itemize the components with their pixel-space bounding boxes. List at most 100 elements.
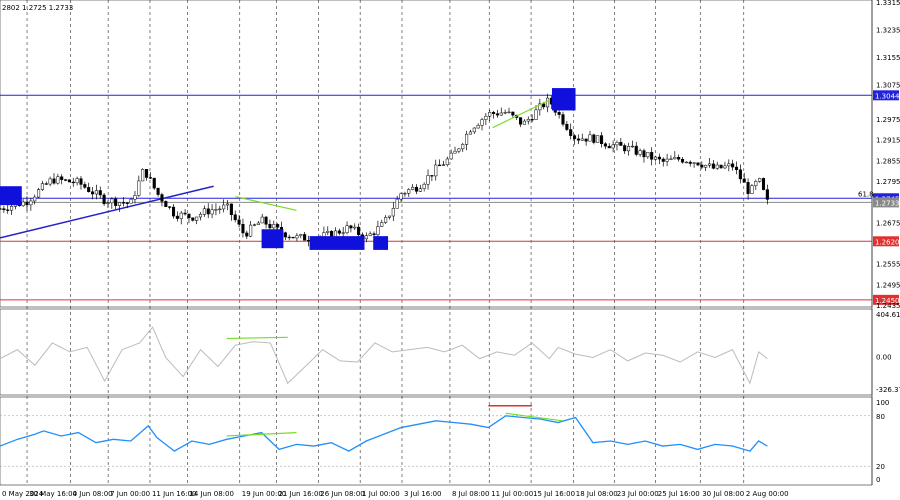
- candle-body: [488, 112, 492, 117]
- candle-body: [704, 164, 708, 168]
- level-badge-resistance: [873, 90, 899, 101]
- rsi-tick-label: 20: [876, 463, 885, 471]
- candle-body: [422, 183, 426, 190]
- candle-body: [596, 135, 600, 143]
- rsi-panel: [0, 396, 873, 486]
- candle-body: [696, 162, 700, 166]
- y-tick-label: 1.3235: [876, 27, 900, 35]
- candle-body: [272, 224, 276, 229]
- candle-body: [653, 156, 658, 160]
- candle-body: [387, 215, 392, 218]
- candle-body: [287, 236, 291, 239]
- candle-body: [40, 183, 44, 190]
- candle-body: [372, 233, 376, 236]
- candle-body: [711, 163, 715, 169]
- candle-body: [426, 175, 430, 185]
- x-tick-label: 30 May 16:00: [29, 490, 77, 498]
- candle-body: [680, 158, 685, 163]
- candle-body: [761, 178, 766, 190]
- candle-body: [21, 201, 25, 207]
- candle-body: [603, 143, 607, 147]
- candle-body: [650, 152, 654, 160]
- candle-body: [364, 235, 368, 240]
- price-panel: [0, 0, 873, 308]
- candle-body: [241, 223, 245, 234]
- candle-body: [168, 206, 172, 208]
- candle-body: [249, 224, 253, 237]
- candle-body: [229, 203, 233, 215]
- candle-body: [0, 208, 2, 210]
- candle-body: [592, 134, 596, 143]
- price-axis-ticks: 1.3315 1.3235 1.3155 1.3075 1.2975 1.2915 1.28…: [876, 0, 900, 310]
- rsi-indicator: 100 80 20 0: [0, 399, 889, 484]
- candle-body: [114, 198, 118, 206]
- cci-panel: [0, 308, 873, 396]
- candle-body: [233, 214, 237, 221]
- price-divergence-line: [235, 195, 297, 211]
- candle-body: [110, 198, 114, 204]
- candle-body: [750, 185, 754, 194]
- candle-body: [619, 142, 623, 146]
- candle-body: [252, 224, 257, 226]
- candle-body: [715, 164, 719, 169]
- price-divergence-line: [492, 99, 550, 129]
- candle-body: [164, 201, 168, 207]
- candle-body: [245, 232, 249, 237]
- candle-body: [160, 194, 164, 202]
- candle-body: [210, 209, 214, 215]
- x-tick-label: 3 Jul 16:00: [404, 490, 442, 498]
- candle-body: [546, 97, 550, 108]
- candle-body: [468, 131, 472, 135]
- candle-body: [94, 190, 98, 195]
- x-tick-label: 21 Jun 16:00: [278, 490, 322, 498]
- candle-body: [87, 187, 91, 193]
- candle-body: [345, 225, 349, 233]
- candle-body: [507, 111, 511, 114]
- candle-body: [268, 223, 272, 229]
- y-tick-label: 1.3075: [876, 82, 900, 90]
- y-tick-label: 1.2555: [876, 261, 900, 269]
- candle-body: [395, 198, 399, 209]
- candle-body: [295, 235, 299, 239]
- x-tick-label: 4 Jun 08:00: [73, 490, 113, 498]
- candle-body: [67, 179, 71, 183]
- x-tick-label: 0 May 2024: [2, 490, 44, 498]
- candle-body: [707, 163, 712, 166]
- candle-body: [538, 103, 542, 111]
- candle-body: [117, 202, 122, 206]
- candle-body: [52, 178, 56, 184]
- candle-body: [33, 196, 37, 202]
- candle-body: [121, 202, 125, 204]
- y-tick-label: 1.2435: [876, 302, 900, 310]
- candle-body: [183, 212, 187, 215]
- divergence-group: [235, 99, 550, 211]
- candle-body: [206, 208, 210, 215]
- candle-body: [10, 206, 14, 211]
- candle-body: [519, 117, 523, 125]
- candle-body: [407, 189, 411, 194]
- candle-body: [411, 186, 415, 190]
- candle-body: [276, 224, 280, 228]
- y-tick-label: 1.2795: [876, 178, 900, 186]
- candle-body: [669, 158, 673, 160]
- level-badge-support: [873, 236, 899, 247]
- candle-body: [677, 156, 681, 160]
- candle-body: [125, 202, 129, 204]
- candle-body: [642, 150, 646, 158]
- candle-body: [623, 145, 627, 152]
- candle-body: [25, 201, 29, 206]
- candle-body: [129, 198, 133, 204]
- candle-body: [569, 129, 573, 136]
- candle-body: [611, 144, 615, 149]
- candle-body: [723, 165, 727, 169]
- candle-body: [152, 177, 156, 189]
- fib-label: 61.8: [858, 190, 874, 198]
- x-tick-label: 25 Jul 16:00: [658, 490, 700, 498]
- candle-body: [626, 146, 631, 152]
- pattern-marker: [373, 236, 389, 250]
- x-tick-label: 7 Jun 00:00: [110, 490, 150, 498]
- level-badge-label: 1.2620: [875, 238, 900, 246]
- candle-body: [322, 232, 326, 237]
- candle-body: [742, 178, 746, 183]
